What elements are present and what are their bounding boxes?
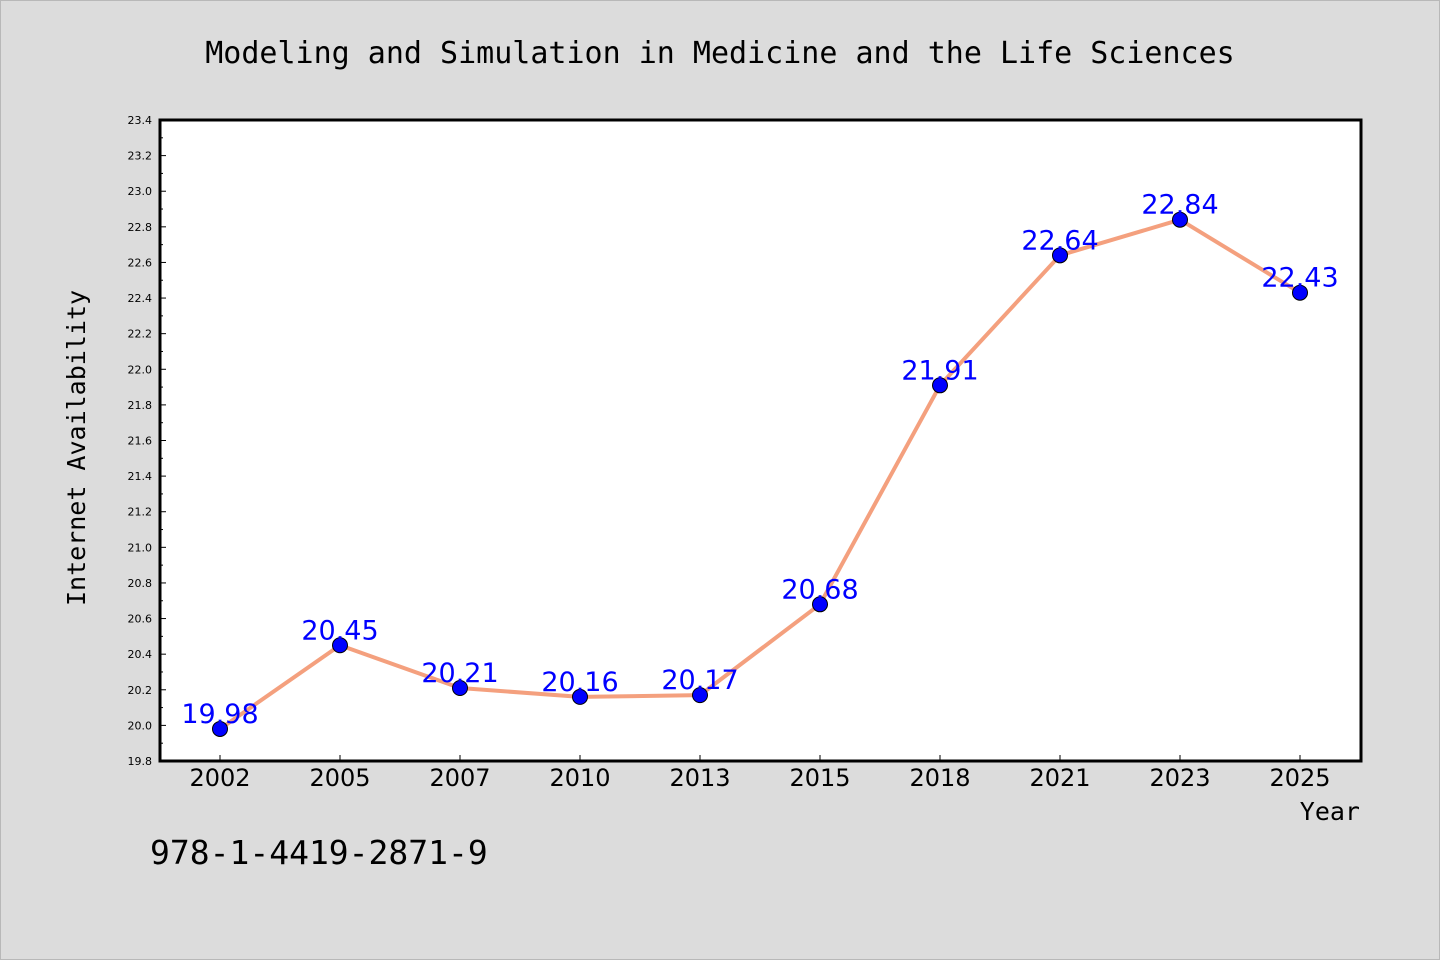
- y-tick-label: 22.2: [128, 328, 153, 341]
- x-tick-label: 2005: [309, 764, 370, 792]
- y-tick-label: 20.8: [128, 577, 153, 590]
- x-tick-label: 2002: [189, 764, 250, 792]
- y-axis-label: Internet Availability: [62, 290, 91, 606]
- x-axis-label: Year: [1300, 797, 1360, 826]
- data-points: [212, 211, 1308, 737]
- y-tick-label: 23.4: [128, 114, 153, 127]
- data-label: 19.98: [181, 699, 258, 730]
- data-label: 22.64: [1021, 225, 1098, 256]
- isbn-text: 978-1-4419-2871-9: [150, 833, 488, 872]
- y-tick-label: 22.6: [128, 256, 153, 269]
- data-point: [932, 377, 948, 394]
- data-label: 20.16: [541, 667, 618, 698]
- y-tick-label: 20.6: [128, 613, 153, 626]
- y-tick-label: 21.0: [128, 541, 153, 554]
- x-tick-label: 2025: [1269, 764, 1330, 792]
- y-tick-label: 22.4: [128, 292, 153, 305]
- x-tick-label: 2015: [789, 764, 850, 792]
- series-polyline: [218, 217, 1302, 731]
- y-tick-label: 22.8: [128, 221, 153, 234]
- data-label: 20.21: [421, 658, 498, 689]
- data-label: 21.91: [901, 355, 978, 386]
- chart-title: Modeling and Simulation in Medicine and …: [205, 36, 1235, 71]
- data-point: [212, 720, 228, 737]
- data-point: [692, 687, 708, 704]
- data-label: 22.43: [1261, 263, 1338, 294]
- y-tick-label: 19.8: [128, 755, 153, 768]
- y-tick-label: 23.0: [128, 185, 153, 198]
- y-tick-label: 20.0: [128, 719, 153, 732]
- series-line: [218, 217, 1302, 731]
- data-point: [572, 688, 588, 705]
- data-label: 20.17: [661, 665, 738, 696]
- y-tick-label: 20.2: [128, 684, 153, 697]
- data-labels: 19.98 20.45 20.21 20.16 20.17 20.68 21.91 22.64…: [181, 190, 1338, 730]
- y-tick-label: 21.4: [128, 470, 153, 483]
- data-point: [1292, 284, 1308, 301]
- data-point: [812, 596, 828, 613]
- x-axis-ticks: 2002 2005 2007 2010 2013 2015 2018 2021 2023 2025: [189, 755, 1331, 792]
- data-point: [1172, 211, 1188, 228]
- y-tick-label: 21.6: [128, 435, 153, 448]
- data-label: 22.84: [1141, 190, 1218, 221]
- y-tick-label: 20.4: [128, 648, 153, 661]
- data-point: [1052, 247, 1068, 264]
- data-label: 20.45: [301, 615, 378, 646]
- x-tick-label: 2010: [549, 764, 610, 792]
- y-axis-ticks: 19.8 20.0 20.2 20.4 20.6 20.8 21.0 21.2 21.4 21.6…: [128, 114, 166, 768]
- x-tick-label: 2013: [669, 764, 730, 792]
- data-point: [452, 679, 468, 696]
- x-tick-label: 2007: [429, 764, 490, 792]
- x-tick-label: 2023: [1149, 764, 1210, 792]
- y-tick-label: 21.2: [128, 506, 153, 519]
- y-tick-label: 23.2: [128, 150, 153, 163]
- x-tick-label: 2021: [1029, 764, 1090, 792]
- data-point: [332, 637, 348, 654]
- x-tick-label: 2018: [909, 764, 970, 792]
- y-tick-label: 21.8: [128, 399, 153, 412]
- data-label: 20.68: [781, 574, 858, 605]
- y-tick-label: 22.0: [128, 363, 153, 376]
